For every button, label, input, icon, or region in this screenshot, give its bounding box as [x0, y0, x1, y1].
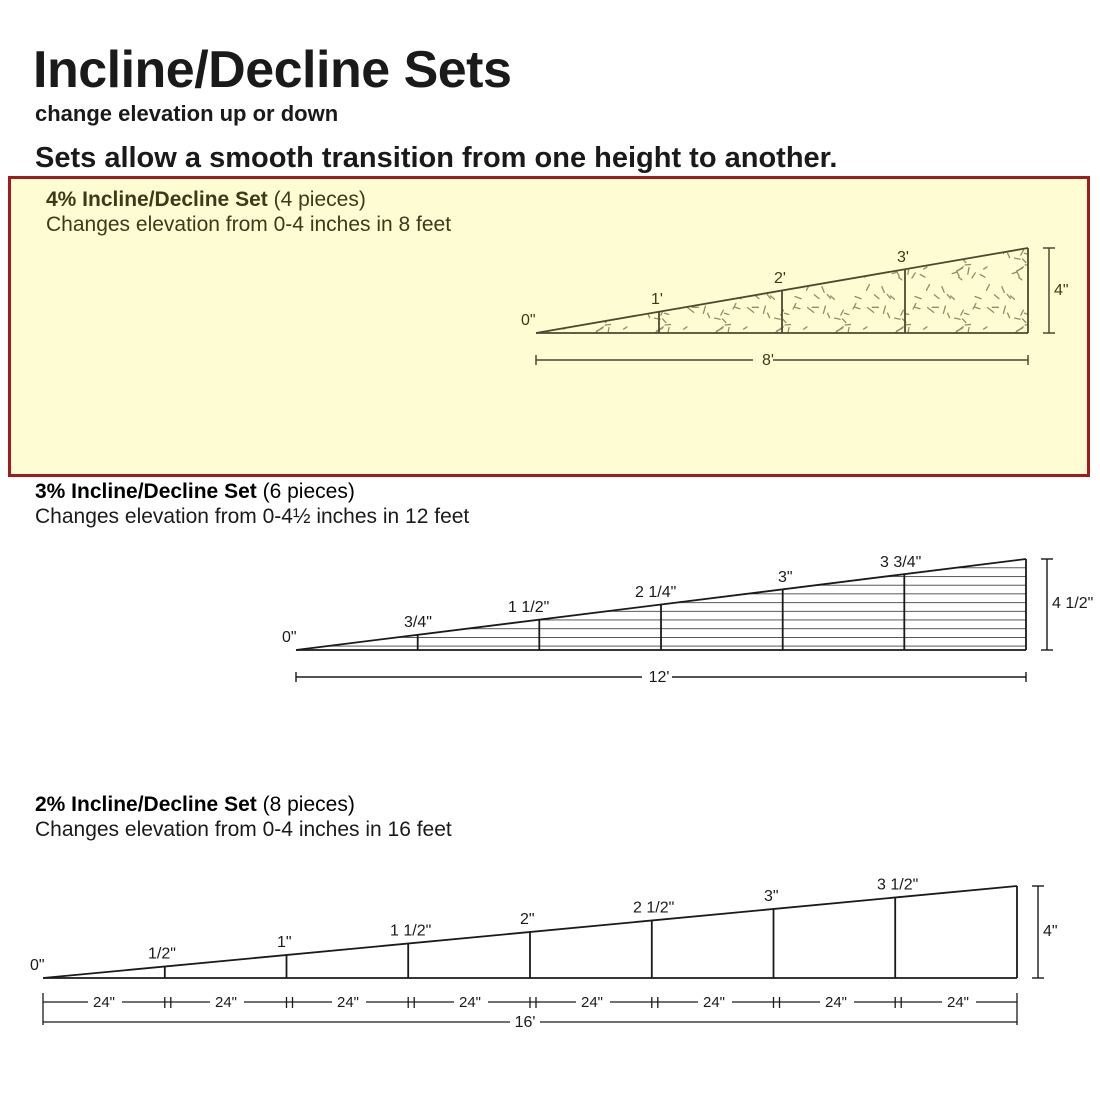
svg-text:24": 24"	[947, 994, 969, 1011]
svg-text:24": 24"	[825, 994, 847, 1011]
svg-text:4": 4"	[1043, 923, 1058, 940]
svg-text:1": 1"	[277, 934, 292, 951]
svg-text:3/4": 3/4"	[404, 614, 432, 631]
svg-text:0": 0"	[521, 312, 536, 329]
svg-text:2 1/4": 2 1/4"	[635, 584, 676, 601]
svg-text:2": 2"	[520, 911, 535, 928]
svg-text:24": 24"	[93, 994, 115, 1011]
svg-text:4 1/2": 4 1/2"	[1052, 595, 1093, 612]
svg-text:2': 2'	[774, 270, 786, 287]
svg-text:24": 24"	[581, 994, 603, 1011]
svg-text:1 1/2": 1 1/2"	[508, 599, 549, 616]
svg-text:24": 24"	[459, 994, 481, 1011]
svg-text:2 1/2": 2 1/2"	[633, 900, 674, 917]
svg-text:4": 4"	[1054, 282, 1069, 299]
svg-text:12': 12'	[649, 669, 670, 686]
svg-text:3 1/2": 3 1/2"	[877, 877, 918, 894]
svg-text:3': 3'	[897, 249, 909, 266]
svg-text:1 1/2": 1 1/2"	[390, 923, 431, 940]
svg-text:24": 24"	[337, 994, 359, 1011]
svg-text:3 3/4": 3 3/4"	[880, 554, 921, 571]
svg-text:24": 24"	[703, 994, 725, 1011]
svg-text:16': 16'	[515, 1014, 536, 1031]
svg-text:3": 3"	[764, 888, 779, 905]
svg-text:0": 0"	[282, 629, 297, 646]
svg-text:1': 1'	[651, 291, 663, 308]
svg-text:24": 24"	[215, 994, 237, 1011]
svg-text:1/2": 1/2"	[148, 946, 176, 963]
svg-text:0": 0"	[30, 957, 45, 974]
svg-text:8': 8'	[762, 352, 774, 369]
svg-text:3": 3"	[778, 569, 793, 586]
